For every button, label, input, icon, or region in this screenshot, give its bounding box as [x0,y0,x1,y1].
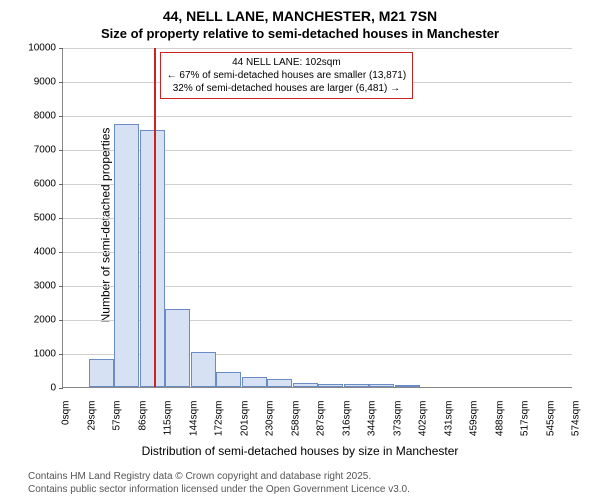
ytick-mark [59,48,63,49]
xtick-label: 86sqm [137,401,148,441]
histogram-bar [242,377,267,387]
ytick-mark [59,218,63,219]
ytick-label: 7000 [34,145,56,156]
gridline [63,116,572,117]
histogram-bar [395,385,420,387]
histogram-bar [191,352,216,387]
ytick-label: 4000 [34,247,56,258]
annotation-box: 44 NELL LANE: 102sqm← 67% of semi-detach… [160,52,414,99]
xtick-label: 144sqm [188,401,199,441]
xtick-label: 287sqm [316,401,327,441]
histogram-bar [369,384,394,387]
xtick-label: 574sqm [571,401,582,441]
gridline [63,48,572,49]
xtick-label: 545sqm [545,401,556,441]
ytick-label: 2000 [34,315,56,326]
xtick-label: 373sqm [392,401,403,441]
ytick-label: 9000 [34,77,56,88]
histogram-bar [89,359,114,387]
ytick-mark [59,286,63,287]
xtick-label: 201sqm [239,401,250,441]
ytick-label: 10000 [28,43,56,54]
ytick-label: 8000 [34,111,56,122]
xtick-label: 57sqm [112,401,123,441]
xtick-label: 316sqm [341,401,352,441]
xtick-label: 115sqm [163,401,174,441]
ytick-label: 6000 [34,179,56,190]
marker-line [154,48,156,387]
xtick-label: 431sqm [443,401,454,441]
ytick-label: 1000 [34,349,56,360]
histogram-bar [318,384,343,387]
ytick-mark [59,184,63,185]
chart-container: 44, NELL LANE, MANCHESTER, M21 7SN Size … [0,0,600,500]
xtick-label: 0sqm [61,401,72,441]
histogram-bar [216,372,241,387]
xtick-label: 172sqm [214,401,225,441]
histogram-bar [114,124,139,388]
ytick-label: 3000 [34,281,56,292]
footer-line2: Contains public sector information licen… [28,483,410,496]
chart-title: 44, NELL LANE, MANCHESTER, M21 7SN [0,0,600,24]
ytick-mark [59,252,63,253]
histogram-bar [344,384,369,387]
ytick-mark [59,354,63,355]
xtick-label: 344sqm [367,401,378,441]
annotation-line3: 32% of semi-detached houses are larger (… [167,82,407,95]
ytick-mark [59,116,63,117]
xtick-label: 488sqm [494,401,505,441]
histogram-bar [293,383,318,387]
xtick-label: 29sqm [86,401,97,441]
ytick-label: 5000 [34,213,56,224]
ytick-mark [59,388,63,389]
xtick-label: 258sqm [290,401,301,441]
xtick-label: 459sqm [469,401,480,441]
annotation-line1: 44 NELL LANE: 102sqm [167,56,407,69]
xtick-label: 230sqm [265,401,276,441]
ytick-mark [59,150,63,151]
ytick-label: 0 [50,383,56,394]
x-axis-label: Distribution of semi-detached houses by … [0,444,600,458]
xtick-label: 517sqm [520,401,531,441]
footer-line1: Contains HM Land Registry data © Crown c… [28,470,410,483]
ytick-mark [59,320,63,321]
chart-subtitle: Size of property relative to semi-detach… [0,24,600,49]
xtick-label: 402sqm [418,401,429,441]
footer-attribution: Contains HM Land Registry data © Crown c… [28,470,410,496]
annotation-line2: ← 67% of semi-detached houses are smalle… [167,69,407,82]
histogram-bar [140,130,165,387]
histogram-bar [267,379,292,387]
ytick-mark [59,82,63,83]
histogram-bar [165,309,190,387]
plot-area: 44 NELL LANE: 102sqm← 67% of semi-detach… [62,48,572,388]
